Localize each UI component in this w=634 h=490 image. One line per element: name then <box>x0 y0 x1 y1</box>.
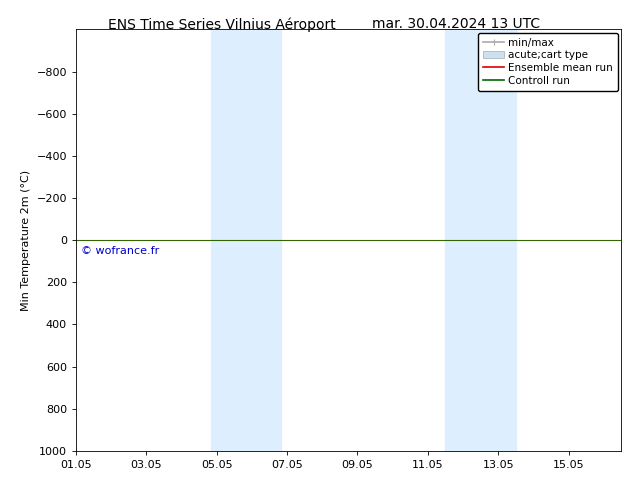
Legend: min/max, acute;cart type, Ensemble mean run, Controll run: min/max, acute;cart type, Ensemble mean … <box>478 32 618 91</box>
Y-axis label: Min Temperature 2m (°C): Min Temperature 2m (°C) <box>21 170 31 311</box>
Bar <box>446 29 516 451</box>
Bar <box>211 29 281 451</box>
Text: © wofrance.fr: © wofrance.fr <box>81 245 159 256</box>
Text: mar. 30.04.2024 13 UTC: mar. 30.04.2024 13 UTC <box>372 17 541 31</box>
Text: ENS Time Series Vilnius Aéroport: ENS Time Series Vilnius Aéroport <box>108 17 336 32</box>
